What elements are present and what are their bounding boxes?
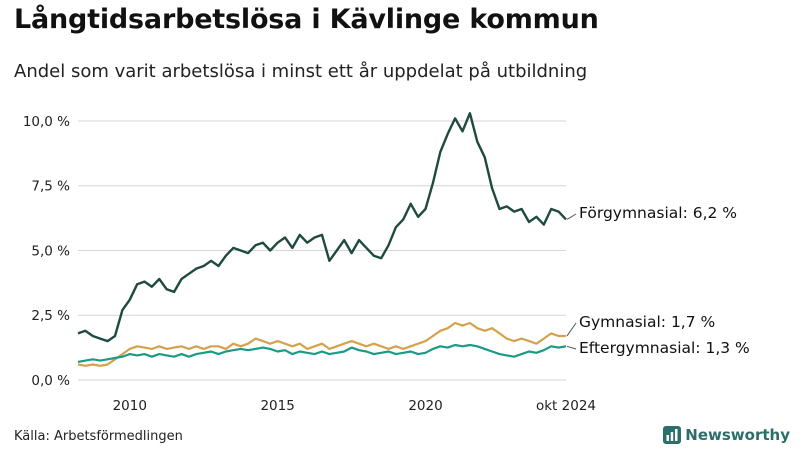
y-tick-label: 5,0 % [31,243,70,259]
page-subtitle: Andel som varit arbetslösa i minst ett å… [14,61,588,82]
grid-layer [78,120,566,381]
series-line-eftergymnasial [77,343,567,363]
series-label-förgymnasial: Förgymnasial: 6,2 % [579,204,737,222]
series-labels: Förgymnasial: 6,2 % Gymnasial: 1,7 % Efter… [566,204,750,357]
series-label-eftergymnasial: Eftergymnasial: 1,3 % [579,339,750,357]
page-title: Långtidsarbetslösa i Kävlinge kommun [14,4,599,35]
series-layer [77,111,567,367]
series-label-gymnasial: Gymnasial: 1,7 % [579,313,715,331]
brand-logo[interactable]: Newsworthy [663,426,790,444]
x-tick-label: 2010 [113,398,147,414]
label-leader [566,322,577,337]
label-leader [566,213,577,220]
y-tick-label: 2,5 % [31,308,70,324]
y-tick-label: 7,5 % [31,179,70,195]
y-axis-labels: 0,0 % 2,5 % 5,0 % 7,5 % 10,0 % [23,114,70,389]
x-axis-labels: 2010 2015 2020 okt 2024 [113,398,596,414]
brand-name: Newsworthy [685,426,790,444]
y-tick-label: 0,0 % [31,373,70,389]
x-tick-label: 2020 [408,398,442,414]
x-tick-label: okt 2024 [536,398,596,414]
series-line-gymnasial [77,321,566,367]
y-tick-label: 10,0 % [23,114,70,130]
bar-chart-icon [663,426,682,444]
x-tick-label: 2015 [260,398,294,414]
label-leader [566,345,577,350]
source-note: Källa: Arbetsförmedlingen [14,429,183,444]
series-line-förgymnasial [77,111,567,343]
